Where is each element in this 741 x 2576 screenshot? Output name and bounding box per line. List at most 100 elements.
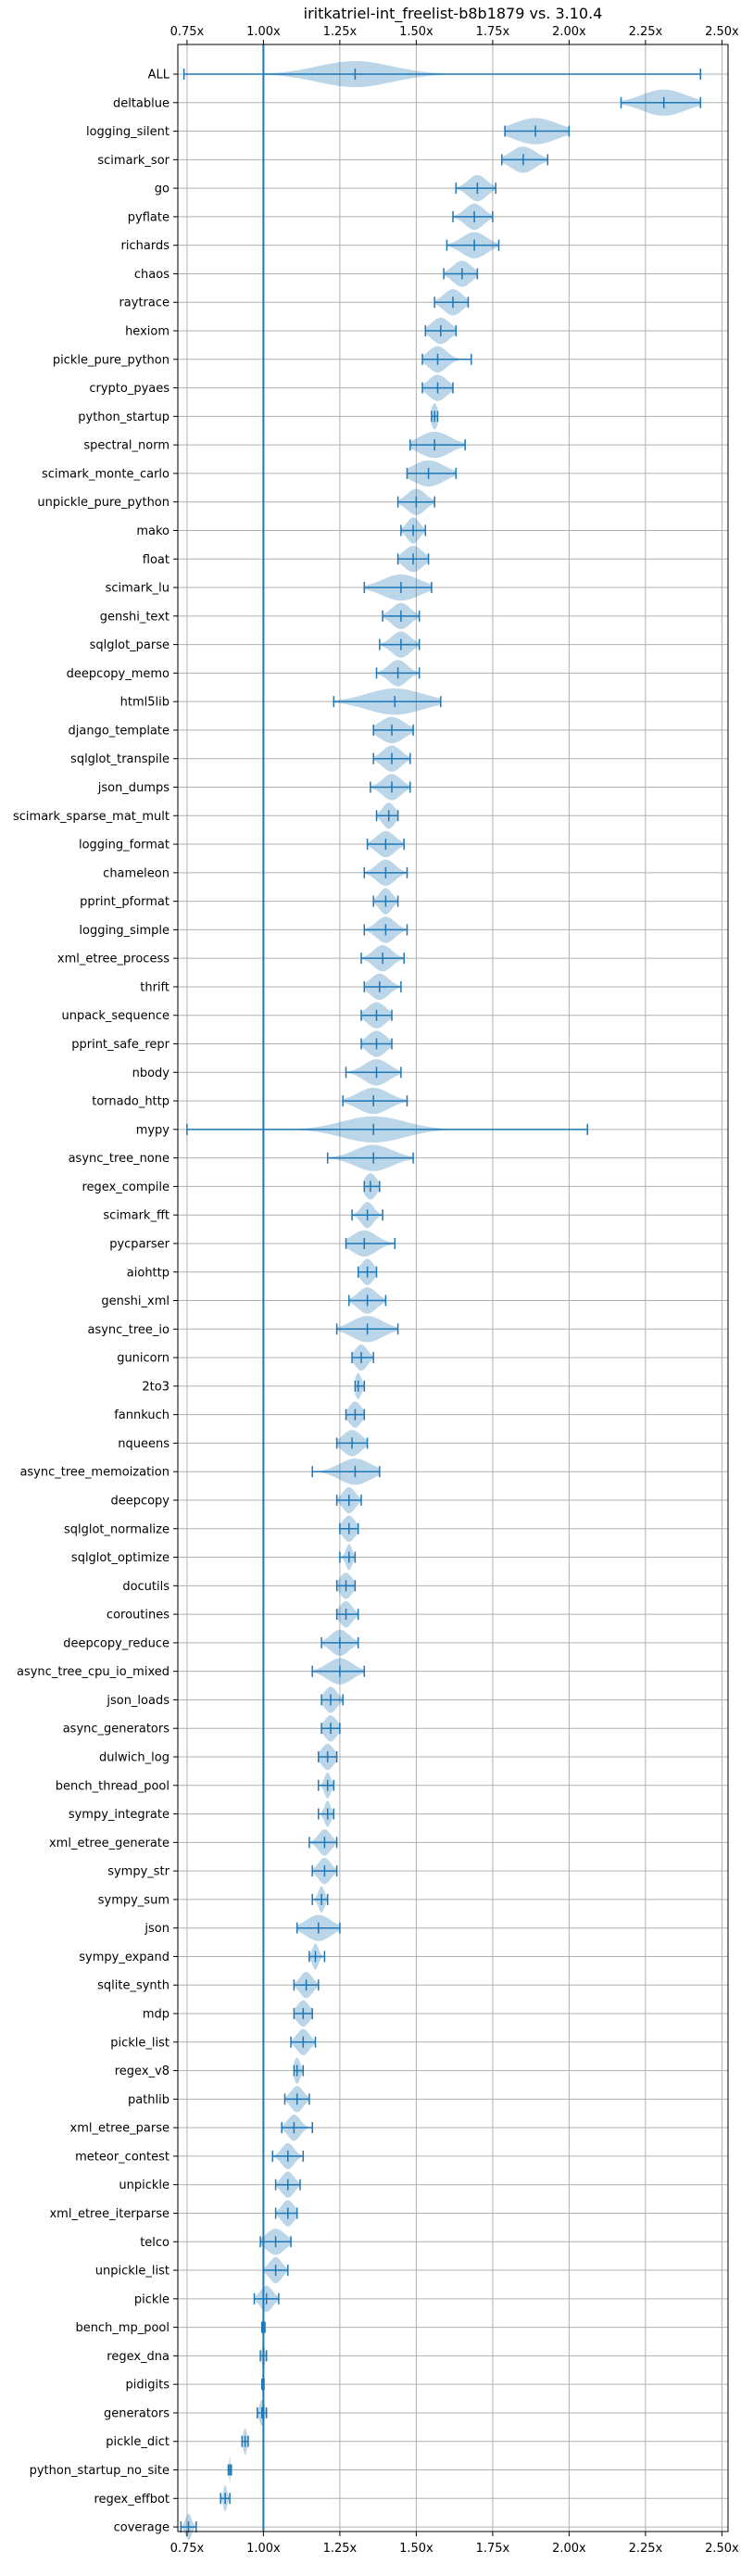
- y-tick-label: unpack_sequence: [61, 1009, 170, 1023]
- y-tick-label: 2to3: [142, 1380, 170, 1394]
- y-tick-label: go: [155, 183, 170, 196]
- y-tick-label: deepcopy: [110, 1494, 170, 1508]
- x-tick-label-bottom: 2.50x: [705, 2542, 739, 2556]
- y-tick-label: telco: [140, 2236, 170, 2250]
- violin-pprint_pformat: [372, 888, 399, 915]
- violin-genshi_xml: [348, 1287, 387, 1314]
- violin-fannkuch: [345, 1401, 366, 1428]
- y-tick-label: richards: [121, 239, 170, 253]
- y-tick-label: pickle_dict: [106, 2435, 170, 2449]
- y-tick-label: logging_format: [79, 839, 170, 852]
- y-tick-label: dulwich_log: [99, 1751, 170, 1765]
- violin-scimark_monte_carlo: [406, 460, 458, 487]
- violin-scimark_sparse_mat_mult: [375, 802, 399, 829]
- violin-thrift: [363, 973, 402, 1001]
- x-tick-label-bottom: 2.25x: [629, 2542, 663, 2556]
- violin-pickle: [253, 2285, 280, 2312]
- y-tick-label: deepcopy_reduce: [63, 1636, 170, 1650]
- violin-sqlglot_normalize: [339, 1515, 359, 1542]
- y-tick-label: sympy_sum: [98, 1893, 170, 1907]
- y-tick-label: deltablue: [113, 96, 170, 110]
- y-tick-label: scimark_sparse_mat_mult: [13, 810, 170, 824]
- violin-meteor_contest: [271, 2142, 305, 2170]
- violin-bench_thread_pool: [318, 1772, 335, 1799]
- violin-richards: [446, 232, 500, 259]
- violin-deepcopy_reduce: [320, 1629, 359, 1657]
- y-tick-label: deepcopy_memo: [67, 667, 170, 681]
- y-tick-label: sympy_integrate: [69, 1808, 170, 1822]
- y-tick-label: scimark_sor: [97, 154, 170, 168]
- y-tick-label: json_loads: [106, 1694, 170, 1708]
- y-tick-label: nbody: [132, 1067, 170, 1080]
- violin-unpickle_list: [262, 2256, 289, 2284]
- y-tick-label: hexiom: [125, 325, 170, 339]
- y-tick-label: regex_effbot: [94, 2493, 170, 2507]
- x-tick-label-top: 1.25x: [323, 25, 358, 39]
- y-tick-label: sqlglot_normalize: [64, 1522, 170, 1536]
- violin-genshi_text: [382, 602, 421, 629]
- violin-generators: [257, 2399, 268, 2427]
- violin-regex_compile: [363, 1173, 381, 1200]
- y-tick-label: xml_etree_parse: [70, 2122, 170, 2136]
- violin-unpickle: [274, 2171, 301, 2198]
- y-tick-label: aiohttp: [127, 1266, 170, 1280]
- y-tick-label: json: [144, 1922, 170, 1936]
- y-tick-label: bench_mp_pool: [75, 2321, 170, 2335]
- y-tick-label: sqlite_synth: [97, 1979, 170, 1993]
- violin-telco: [259, 2229, 292, 2255]
- plot-frame: [177, 44, 729, 2532]
- violin-chaos: [443, 260, 479, 287]
- x-tick-label-bottom: 2.00x: [552, 2542, 586, 2556]
- violin-xml_etree_process: [360, 945, 405, 972]
- violin-xml_etree_parse: [281, 2114, 313, 2141]
- violin-django_template: [372, 716, 414, 744]
- violin-json: [295, 1914, 341, 1941]
- y-tick-label: logging_simple: [79, 924, 170, 938]
- y-tick-label: pickle_pure_python: [53, 353, 170, 367]
- violin-logging_format: [366, 830, 405, 858]
- x-tick-label-top: 1.75x: [476, 25, 510, 39]
- y-tick-label: pickle_list: [110, 2036, 170, 2050]
- y-tick-label: meteor_contest: [75, 2150, 170, 2164]
- y-tick-label: sqlglot_transpile: [70, 752, 170, 766]
- violin-regex_v8: [293, 2057, 305, 2084]
- y-tick-label: float: [143, 553, 170, 567]
- violin-raytrace: [433, 289, 470, 316]
- x-tick-label-top: 2.00x: [552, 25, 586, 39]
- violin-spectral_norm: [409, 431, 466, 459]
- violin-ALL: [182, 60, 702, 88]
- violin-unpack_sequence: [360, 1002, 393, 1029]
- chart-title: iritkatriel-int_freelist-b8b1879 vs. 3.1…: [304, 5, 603, 23]
- violin-mypy: [186, 1116, 588, 1143]
- y-tick-label: mypy: [136, 1123, 170, 1137]
- y-tick-label: django_template: [69, 724, 170, 738]
- y-tick-label: unpickle_pure_python: [37, 496, 170, 510]
- violin-nbody: [345, 1059, 402, 1086]
- y-tick-label: async_tree_io: [87, 1323, 170, 1337]
- violin-async_generators: [320, 1715, 341, 1742]
- y-tick-label: pprint_pformat: [80, 895, 170, 909]
- violin-sqlglot_optimize: [339, 1544, 357, 1571]
- violin-hexiom: [424, 317, 458, 345]
- x-axis-top: 0.75x 1.00x 1.25x 1.50x 1.75x 2.00x 2.25x 2.50x: [170, 25, 739, 44]
- violin-async_tree_io: [335, 1316, 399, 1343]
- y-tick-label: sqlglot_parse: [90, 638, 170, 652]
- y-tick-label: nqueens: [118, 1437, 170, 1451]
- y-tick-label: thrift: [140, 980, 170, 994]
- violins: [180, 44, 702, 2541]
- y-tick-label: async_tree_memoization: [19, 1466, 170, 1480]
- y-tick-label: xml_etree_process: [57, 953, 170, 966]
- y-tick-label: docutils: [122, 1580, 170, 1594]
- violin-deepcopy: [335, 1486, 362, 1514]
- y-tick-label: mdp: [143, 2008, 170, 2022]
- y-tick-label: tornado_http: [92, 1095, 170, 1109]
- violin-pathlib: [283, 2086, 310, 2113]
- violin-xml_etree_iterparse: [274, 2200, 298, 2227]
- violin-sympy_str: [311, 1857, 338, 1885]
- y-tick-label: unpickle: [119, 2178, 170, 2192]
- violin-scimark_lu: [363, 574, 433, 601]
- violin-float: [396, 546, 430, 573]
- x-tick-label-bottom: 1.75x: [476, 2542, 510, 2556]
